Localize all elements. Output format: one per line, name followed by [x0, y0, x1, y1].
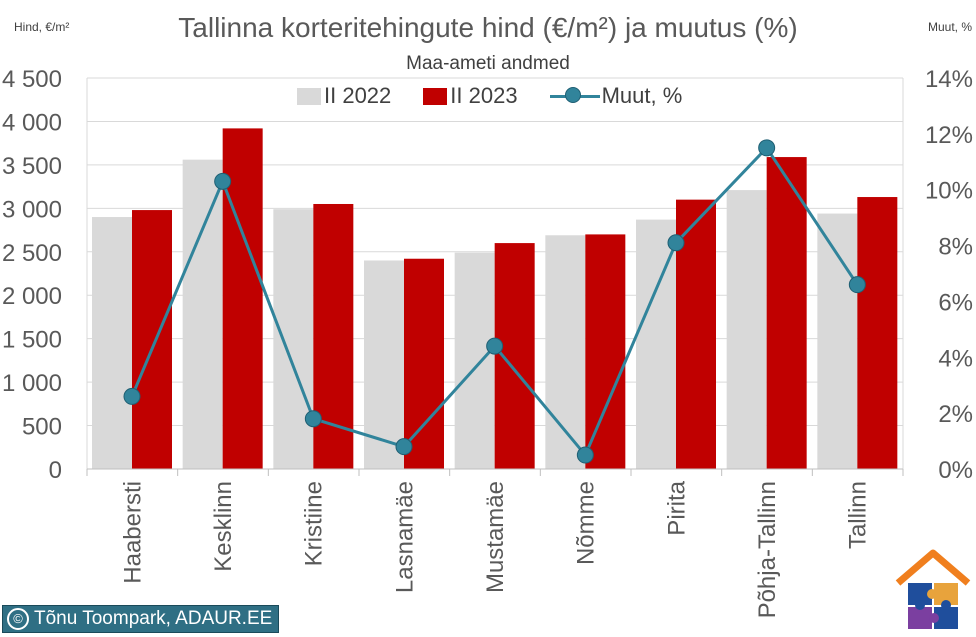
bar-2023: [494, 243, 535, 469]
y-left-tick-label: 2 000: [2, 283, 62, 310]
change-point: [576, 446, 594, 464]
y-left-tick-label: 4 500: [2, 66, 62, 93]
y-right-tick-label: 2%: [938, 401, 973, 428]
legend-swatch-2023: [423, 87, 448, 105]
bar-2023: [585, 234, 626, 469]
y-left-tick-label: 0: [49, 457, 62, 484]
legend-item-2023: II 2023: [423, 83, 518, 109]
change-point: [758, 139, 776, 157]
y-right-tick-label: 6%: [938, 289, 973, 316]
bar-2022: [92, 217, 132, 469]
legend-label-2023: II 2023: [450, 83, 518, 108]
bar-2023: [404, 258, 444, 469]
bar-2022: [364, 260, 404, 469]
legend-item-change: Muut, %: [549, 83, 683, 109]
y-left-tick-label: 1 000: [2, 370, 62, 397]
left-axis-label: Hind, €/m²: [14, 20, 70, 34]
x-tick-label: Nõmme: [573, 481, 600, 565]
bar-2022: [545, 235, 586, 469]
legend-swatch-change: [549, 86, 600, 106]
change-point: [486, 337, 504, 355]
legend-label-change: Muut, %: [601, 83, 683, 108]
credit-badge: © Tõnu Toompark, ADAUR.EE: [2, 605, 280, 633]
x-tick-label: Lasnamäe: [391, 481, 418, 593]
change-point: [395, 438, 413, 456]
x-tick-label: Tallinn: [845, 481, 872, 549]
bar-2022: [454, 252, 495, 469]
right-axis-label: Muut, %: [927, 20, 972, 34]
change-point: [304, 410, 322, 428]
bar-2023: [857, 197, 898, 469]
x-tick-label: Pirita: [663, 480, 690, 535]
chart-subtitle: Maa-ameti andmed: [406, 53, 570, 74]
y-right-tick-label: 4%: [938, 345, 973, 372]
bar-2022: [273, 209, 314, 470]
x-tick-label: Kesklinn: [210, 481, 237, 572]
x-tick-label: Haabersti: [119, 481, 146, 584]
copyright-icon: ©: [7, 608, 29, 630]
bar-2023: [132, 210, 172, 469]
y-right-tick-label: 10%: [925, 178, 973, 205]
change-point: [848, 276, 866, 294]
chart-legend: II 2022 II 2023 Muut, %: [297, 82, 714, 110]
y-right-tick-label: 8%: [938, 234, 973, 261]
change-point: [123, 387, 141, 405]
x-tick-label: Mustamäe: [482, 481, 509, 593]
bar-2022: [182, 159, 223, 470]
y-left-tick-label: 500: [22, 414, 62, 441]
legend-swatch-2022: [297, 87, 321, 105]
y-left-tick-label: 3 500: [2, 153, 62, 180]
bar-2023: [766, 157, 807, 469]
y-right-tick-label: 14%: [925, 66, 973, 93]
bar-2022: [726, 190, 767, 469]
y-left-tick-label: 4 000: [2, 109, 62, 136]
y-left-tick-label: 1 500: [2, 327, 62, 354]
change-point: [667, 234, 685, 252]
house-puzzle-logo-icon: [895, 549, 971, 629]
legend-item-2022: II 2022: [297, 83, 391, 109]
x-tick-label: Kristiine: [301, 481, 328, 566]
y-left-tick-label: 3 000: [2, 196, 62, 223]
legend-label-2022: II 2022: [324, 83, 392, 108]
change-point: [214, 172, 232, 190]
chart-title: Tallinna korteritehingute hind (€/m²) ja…: [178, 12, 798, 43]
y-left-tick-label: 2 500: [2, 240, 62, 267]
x-tick-label: Põhja-Tallinn: [754, 481, 781, 618]
y-right-tick-label: 12%: [925, 122, 973, 149]
credit-text: Tõnu Toompark, ADAUR.EE: [34, 608, 273, 629]
y-right-tick-label: 0%: [938, 457, 973, 484]
